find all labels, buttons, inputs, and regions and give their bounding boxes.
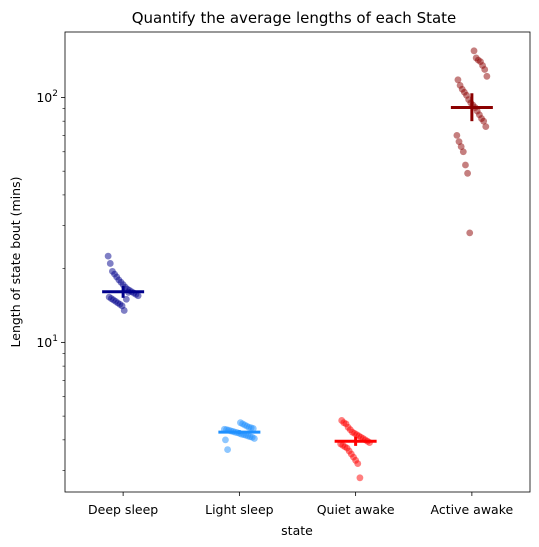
data-point xyxy=(354,460,362,467)
data-point xyxy=(459,148,467,156)
x-axis-label: state xyxy=(281,523,313,538)
plot-marks xyxy=(102,47,493,482)
data-point xyxy=(356,474,364,482)
x-tick-label: Light sleep xyxy=(205,502,274,517)
data-point xyxy=(120,307,128,314)
data-point xyxy=(122,295,130,303)
y-tick-label: 101 xyxy=(36,334,58,350)
data-point xyxy=(457,143,465,150)
data-point xyxy=(464,169,471,177)
data-point xyxy=(462,161,469,169)
data-point xyxy=(454,76,462,84)
data-point xyxy=(470,47,478,55)
data-point xyxy=(250,435,258,442)
data-point xyxy=(480,117,488,125)
data-point xyxy=(249,425,257,432)
data-point xyxy=(466,229,474,237)
data-point xyxy=(222,436,229,444)
data-point xyxy=(134,292,142,300)
x-tick-label: Active awake xyxy=(431,502,514,517)
x-axis: Deep sleep Light sleep Quiet awake Active a… xyxy=(88,492,514,517)
plot-frame xyxy=(64,31,531,493)
x-tick-label: Quiet awake xyxy=(317,502,395,517)
data-point xyxy=(224,446,231,453)
y-axis: 101 102 xyxy=(36,89,65,471)
data-point xyxy=(104,252,112,260)
chart-title: Quantify the average lengths of each Sta… xyxy=(132,9,457,27)
y-tick-label: 102 xyxy=(36,89,58,105)
data-point xyxy=(482,123,490,131)
data-point xyxy=(453,131,461,139)
data-point xyxy=(481,66,489,73)
y-axis-label: Length of state bout (mins) xyxy=(8,177,23,348)
data-point xyxy=(483,72,491,80)
x-tick-label: Deep sleep xyxy=(88,502,158,517)
data-point xyxy=(106,260,114,267)
